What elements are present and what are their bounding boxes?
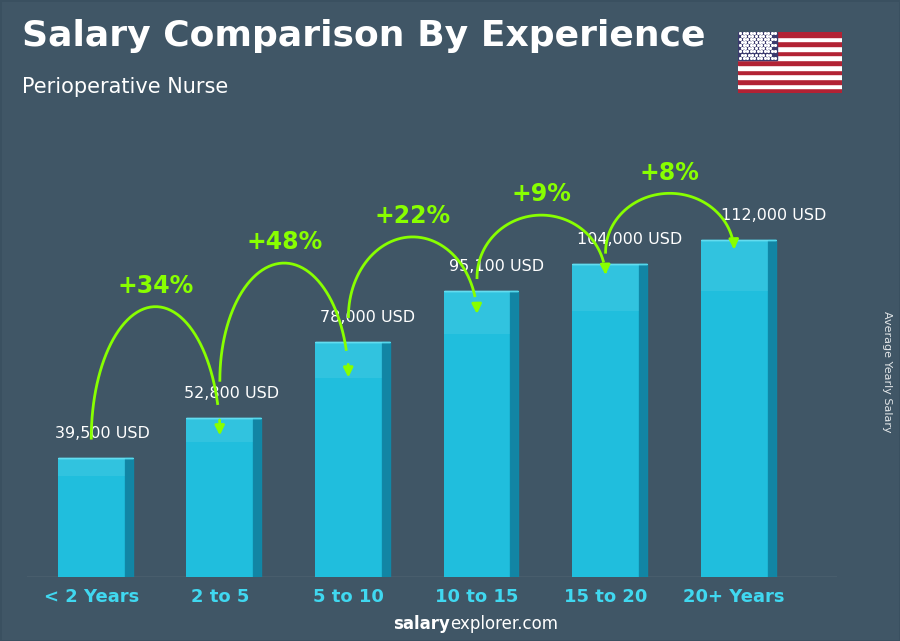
Text: 112,000 USD: 112,000 USD bbox=[721, 208, 827, 223]
Bar bbox=[738, 51, 842, 56]
Text: +8%: +8% bbox=[640, 161, 700, 185]
Text: 52,800 USD: 52,800 USD bbox=[184, 386, 279, 401]
Bar bbox=[572, 264, 639, 311]
FancyBboxPatch shape bbox=[701, 240, 768, 577]
Bar bbox=[186, 418, 253, 442]
FancyBboxPatch shape bbox=[572, 264, 639, 577]
Polygon shape bbox=[382, 342, 390, 577]
Polygon shape bbox=[125, 458, 132, 577]
Bar bbox=[738, 79, 842, 83]
Polygon shape bbox=[510, 291, 518, 577]
Text: Perioperative Nurse: Perioperative Nurse bbox=[22, 77, 229, 97]
Bar bbox=[701, 240, 768, 291]
Bar bbox=[738, 60, 842, 65]
Bar bbox=[738, 65, 842, 69]
Polygon shape bbox=[639, 264, 647, 577]
Text: 78,000 USD: 78,000 USD bbox=[320, 310, 415, 325]
FancyBboxPatch shape bbox=[186, 418, 253, 577]
Text: +9%: +9% bbox=[511, 183, 572, 206]
Text: explorer.com: explorer.com bbox=[450, 615, 558, 633]
Bar bbox=[738, 32, 778, 60]
Bar bbox=[738, 42, 842, 46]
Bar bbox=[738, 32, 842, 37]
Text: 39,500 USD: 39,500 USD bbox=[55, 426, 150, 441]
Bar bbox=[444, 291, 510, 334]
Bar bbox=[738, 69, 842, 74]
FancyBboxPatch shape bbox=[58, 458, 125, 577]
Bar bbox=[738, 46, 842, 51]
Bar bbox=[738, 83, 842, 88]
Bar bbox=[738, 56, 842, 60]
Bar bbox=[738, 74, 842, 79]
Polygon shape bbox=[768, 240, 776, 577]
FancyBboxPatch shape bbox=[315, 342, 382, 577]
Polygon shape bbox=[253, 418, 261, 577]
Text: +22%: +22% bbox=[374, 204, 451, 228]
Text: 95,100 USD: 95,100 USD bbox=[449, 258, 544, 274]
Text: Average Yearly Salary: Average Yearly Salary bbox=[881, 311, 892, 433]
Text: Salary Comparison By Experience: Salary Comparison By Experience bbox=[22, 19, 706, 53]
Text: +48%: +48% bbox=[246, 230, 322, 254]
Bar bbox=[738, 88, 842, 93]
FancyBboxPatch shape bbox=[444, 291, 510, 577]
Text: salary: salary bbox=[393, 615, 450, 633]
Bar bbox=[315, 342, 382, 378]
Bar bbox=[738, 37, 842, 42]
Text: 104,000 USD: 104,000 USD bbox=[577, 232, 682, 247]
Bar bbox=[58, 458, 125, 476]
Text: +34%: +34% bbox=[117, 274, 194, 298]
